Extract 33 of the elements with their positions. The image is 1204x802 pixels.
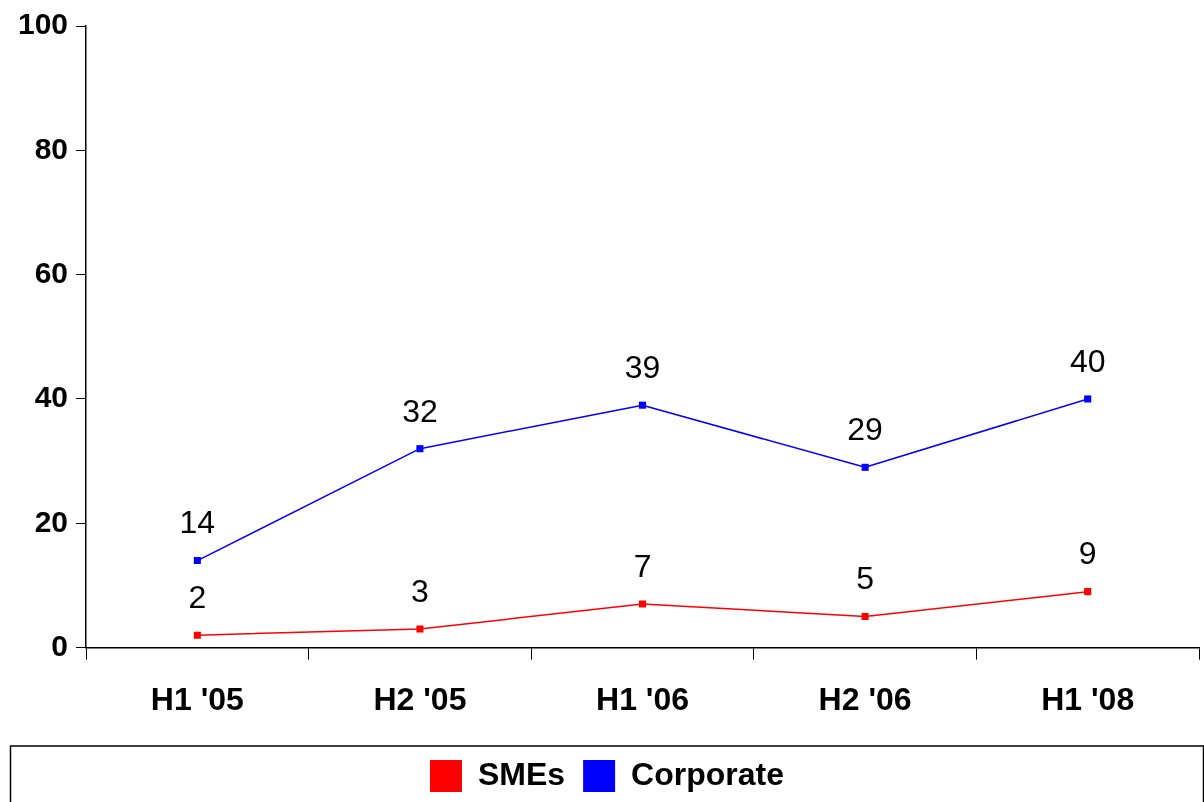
y-tick-label: 100	[17, 7, 69, 41]
data-label: 29	[847, 411, 883, 448]
point	[638, 401, 647, 409]
data-label: 14	[179, 504, 216, 541]
legend-label: SMEs	[477, 755, 566, 792]
y-tick-label: 0	[51, 628, 69, 662]
point	[861, 612, 869, 621]
x-tick-label: H2 '05	[373, 680, 467, 717]
x-tick-label: H2 '06	[818, 680, 912, 717]
data-label: 9	[1078, 535, 1097, 572]
data-label: 2	[188, 579, 207, 615]
point	[193, 557, 201, 565]
data-label: 3	[411, 572, 429, 609]
point	[416, 625, 424, 633]
data-label: 32	[402, 392, 438, 429]
data-label: 7	[633, 547, 652, 584]
point	[1084, 395, 1092, 403]
point	[193, 631, 201, 639]
legend-label: Corporate	[631, 755, 785, 792]
x-tick-label: H1 '05	[150, 680, 244, 717]
y-tick-label: 20	[34, 504, 69, 538]
y-tick-label: 80	[34, 131, 69, 165]
data-label: 5	[856, 560, 875, 597]
data-label: 40	[1069, 342, 1106, 379]
y-tick-label: 60	[34, 255, 69, 289]
point	[1084, 588, 1092, 596]
point	[416, 445, 424, 453]
data-label: 39	[624, 349, 661, 385]
point	[638, 600, 647, 608]
point	[861, 463, 869, 471]
y-tick-label: 40	[34, 380, 69, 414]
x-tick-label: H1 '06	[596, 680, 690, 717]
x-tick-label: H1 '08	[1041, 680, 1135, 717]
